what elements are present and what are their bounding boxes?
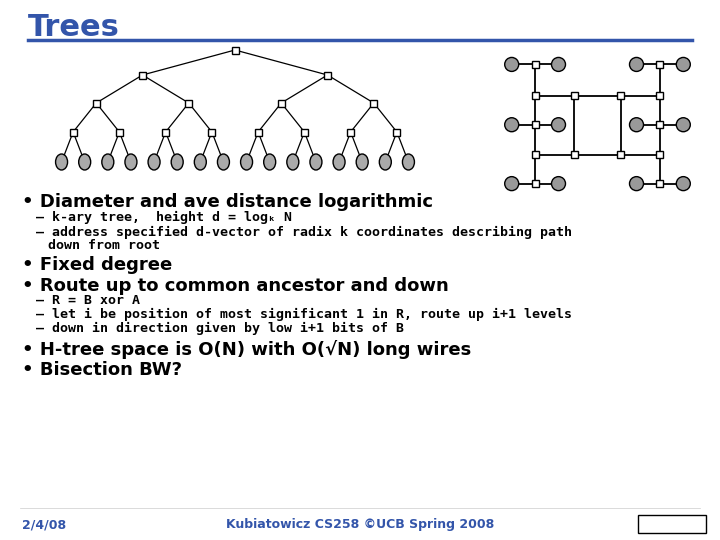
Ellipse shape (310, 154, 322, 170)
Bar (301, 129, 308, 136)
Bar (618, 92, 624, 99)
Bar (324, 71, 331, 78)
Text: – address specified d-vector of radix k coordinates describing path: – address specified d-vector of radix k … (36, 226, 572, 239)
Ellipse shape (629, 177, 644, 191)
Ellipse shape (629, 118, 644, 132)
Bar (531, 61, 539, 68)
Ellipse shape (171, 154, 183, 170)
Bar (531, 180, 539, 187)
Text: – k-ary tree,  height d = logₖ N: – k-ary tree, height d = logₖ N (36, 211, 292, 224)
Bar (116, 129, 123, 136)
Ellipse shape (505, 118, 518, 132)
Text: – let i be position of most significant 1 in R, route up i+1 levels: – let i be position of most significant … (36, 308, 572, 321)
Ellipse shape (505, 57, 518, 71)
Ellipse shape (552, 118, 565, 132)
Bar (657, 121, 663, 128)
Ellipse shape (552, 57, 565, 71)
Bar (347, 129, 354, 136)
Ellipse shape (148, 154, 160, 170)
Ellipse shape (356, 154, 368, 170)
Ellipse shape (78, 154, 91, 170)
Text: • H-tree space is O(N) with O(√N) long wires: • H-tree space is O(N) with O(√N) long w… (22, 340, 472, 359)
Text: Kubiatowicz CS258 ©UCB Spring 2008: Kubiatowicz CS258 ©UCB Spring 2008 (226, 518, 494, 531)
Text: – R = B xor A: – R = B xor A (36, 294, 140, 307)
Ellipse shape (240, 154, 253, 170)
Bar (638, 515, 706, 533)
Ellipse shape (505, 177, 518, 191)
Ellipse shape (379, 154, 391, 170)
Ellipse shape (217, 154, 230, 170)
Bar (657, 61, 663, 68)
Bar (93, 99, 100, 106)
Text: • Diameter and ave distance logarithmic: • Diameter and ave distance logarithmic (22, 193, 433, 211)
Ellipse shape (676, 177, 690, 191)
Bar (185, 99, 192, 106)
Ellipse shape (194, 154, 207, 170)
Text: – down in direction given by low i+1 bits of B: – down in direction given by low i+1 bit… (36, 322, 404, 335)
Ellipse shape (264, 154, 276, 170)
Bar (571, 151, 577, 158)
Bar (278, 99, 284, 106)
Ellipse shape (629, 57, 644, 71)
Bar (657, 180, 663, 187)
Ellipse shape (676, 118, 690, 132)
Bar (657, 92, 663, 99)
Text: • Fixed degree: • Fixed degree (22, 256, 172, 274)
Bar (162, 129, 169, 136)
Ellipse shape (125, 154, 137, 170)
Ellipse shape (287, 154, 299, 170)
Text: Lec 4.8: Lec 4.8 (647, 517, 697, 530)
Ellipse shape (402, 154, 415, 170)
Text: down from root: down from root (48, 239, 160, 252)
Text: Trees: Trees (28, 13, 120, 42)
Text: • Route up to common ancestor and down: • Route up to common ancestor and down (22, 277, 449, 295)
Bar (531, 121, 539, 128)
Ellipse shape (552, 177, 565, 191)
Bar (393, 129, 400, 136)
Bar (370, 99, 377, 106)
Bar (618, 151, 624, 158)
Ellipse shape (102, 154, 114, 170)
Ellipse shape (676, 57, 690, 71)
Bar (531, 151, 539, 158)
Bar (70, 129, 76, 136)
Bar (208, 129, 215, 136)
Ellipse shape (333, 154, 345, 170)
Text: • Bisection BW?: • Bisection BW? (22, 361, 182, 379)
Ellipse shape (55, 154, 68, 170)
Bar (139, 71, 146, 78)
Bar (657, 151, 663, 158)
Bar (531, 92, 539, 99)
Bar (571, 92, 577, 99)
Bar (232, 46, 238, 53)
Text: 2/4/08: 2/4/08 (22, 518, 66, 531)
Bar (255, 129, 261, 136)
